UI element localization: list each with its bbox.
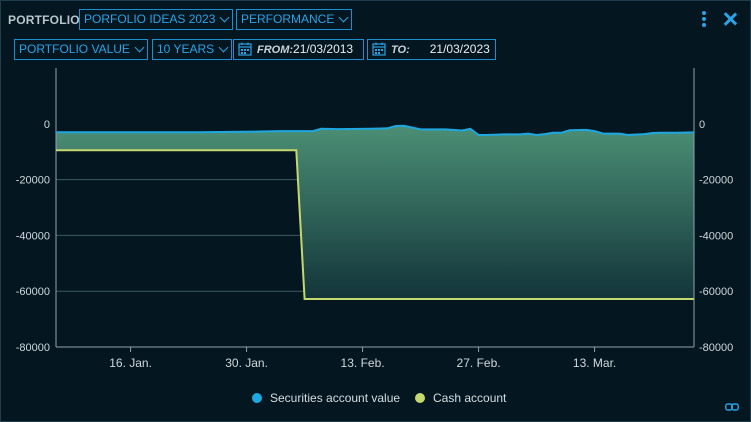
x-tick-label: 13. Mar. (573, 356, 616, 370)
link-icon[interactable] (725, 402, 739, 412)
securities-legend-dot (252, 393, 262, 403)
y-tick-label-left: -60000 (16, 286, 50, 298)
from-date-value: 21/03/2013 (293, 42, 354, 56)
securities-account-line[interactable] (56, 124, 695, 137)
y-tick-label-left: -40000 (16, 230, 50, 242)
view-select[interactable]: PERFORMANCE (236, 9, 353, 30)
x-tick-label: 13. Feb. (341, 356, 385, 370)
y-tick-label-right: -20000 (699, 175, 733, 187)
portfolio-select-label: PORFOLIO IDEAS 2023 (84, 12, 216, 26)
more-vertical-icon[interactable] (700, 11, 708, 29)
legend-cash-label: Cash account (433, 391, 507, 405)
widget-title: PORTFOLIO (8, 13, 80, 27)
legend-securities-label: Securities account value (270, 391, 401, 405)
to-date-label: TO: (391, 44, 410, 56)
range-select-label: 10 YEARS (157, 42, 215, 56)
portfolio-select[interactable]: PORFOLIO IDEAS 2023 (79, 9, 234, 30)
view-select-label: PERFORMANCE (241, 12, 335, 26)
calendar-icon (372, 42, 386, 56)
y-tick-label-right: -80000 (699, 342, 733, 354)
to-date-picker[interactable]: TO: 21/03/2023 (367, 39, 496, 60)
cash-account-line[interactable] (56, 149, 694, 300)
calendar-icon (238, 42, 252, 56)
x-tick-label: 16. Jan. (109, 356, 152, 370)
y-tick-label-left: 0 (44, 119, 50, 131)
performance-chart: 0 0 -20000 -20000 -40000 -40000 -60000 -60000 -8… (16, 68, 733, 370)
y-tick-label-right: 0 (699, 119, 705, 131)
x-tick-label: 27. Feb. (457, 356, 501, 370)
from-date-label: FROM: (257, 44, 294, 56)
from-date-picker[interactable]: FROM:21/03/2013 (233, 39, 364, 60)
y-tick-label-right: -40000 (699, 230, 733, 242)
y-tick-label-left: -20000 (16, 175, 50, 187)
x-tick-label: 30. Jan. (225, 356, 268, 370)
y-tick-label-left: -80000 (16, 342, 50, 354)
legend-securities[interactable]: Securities account value (252, 391, 400, 405)
metric-select-label: PORTFOLIO VALUE (19, 42, 130, 56)
to-date-value: 21/03/2023 (429, 42, 490, 56)
y-tick-label-right: -60000 (699, 286, 733, 298)
legend-cash[interactable]: Cash account (415, 391, 506, 405)
securities-area (56, 125, 694, 299)
metric-select[interactable]: PORTFOLIO VALUE (14, 39, 148, 60)
range-select[interactable]: 10 YEARS (152, 39, 233, 60)
cash-legend-dot (415, 393, 425, 403)
